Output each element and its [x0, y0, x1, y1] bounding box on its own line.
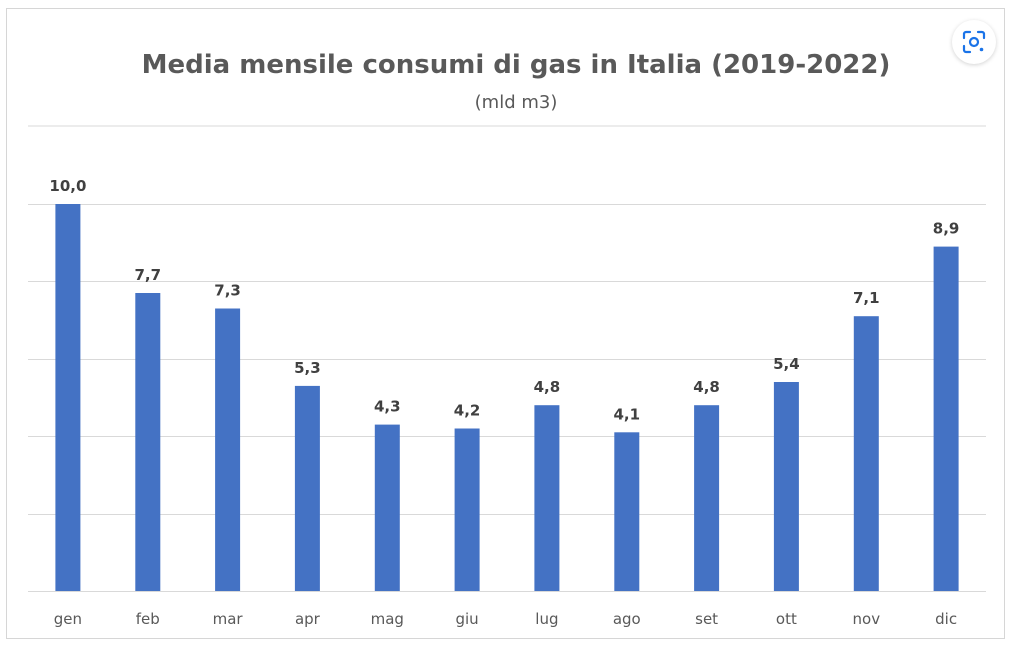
bar-ago: [614, 432, 640, 591]
bar-set: [694, 405, 720, 591]
bar-mag: [374, 424, 400, 591]
data-label-dic: 8,9: [933, 220, 960, 238]
x-tick-label-lug: lug: [535, 610, 558, 628]
x-tick-label-feb: feb: [136, 610, 160, 628]
bar-apr: [294, 385, 320, 591]
x-tick-label-set: set: [695, 610, 718, 628]
data-labels: 10,0 7,7 7,3 5,3 4,3 4,2 4,8 4,1 4,8 5,4 7,1 8,9: [49, 177, 959, 423]
data-label-lug: 4,8: [534, 378, 561, 396]
x-tick-label-ott: ott: [776, 610, 797, 628]
chart-frame: [6, 8, 1005, 639]
x-axis-tick-labels: gen feb mar apr mag giu lug ago set ott nov dic: [54, 610, 957, 628]
data-label-mar: 7,3: [214, 282, 241, 300]
x-tick-label-dic: dic: [935, 610, 957, 628]
x-tick-label-mag: mag: [371, 610, 404, 628]
x-tick-label-gen: gen: [54, 610, 82, 628]
chart-title: Media mensile consumi di gas in Italia (…: [142, 50, 891, 80]
chart-subtitle: (mld m3): [475, 92, 558, 113]
bar-giu: [454, 428, 480, 591]
bar-dic: [933, 246, 959, 591]
gridlines: [28, 204, 986, 592]
data-label-giu: 4,2: [454, 402, 481, 420]
x-tick-label-nov: nov: [853, 610, 881, 628]
lens-search-icon: [962, 30, 986, 54]
data-label-nov: 7,1: [853, 289, 880, 307]
data-label-feb: 7,7: [135, 266, 162, 284]
bar-nov: [853, 316, 879, 591]
bar-lug: [534, 405, 560, 591]
bar-ott: [773, 382, 799, 591]
bar-gen: [55, 204, 81, 591]
data-label-mag: 4,3: [374, 398, 401, 416]
data-label-apr: 5,3: [294, 359, 321, 377]
bar-mar: [215, 308, 241, 591]
data-label-gen: 10,0: [49, 177, 86, 195]
lens-search-button[interactable]: [952, 20, 996, 64]
x-tick-label-giu: giu: [455, 610, 478, 628]
x-tick-label-apr: apr: [295, 610, 321, 628]
bars: [55, 204, 959, 591]
x-tick-label-mar: mar: [213, 610, 244, 628]
data-label-ago: 4,1: [614, 405, 641, 423]
bar-feb: [135, 293, 161, 591]
data-label-ott: 5,4: [773, 355, 800, 373]
data-label-set: 4,8: [693, 378, 720, 396]
x-tick-label-ago: ago: [613, 610, 641, 628]
